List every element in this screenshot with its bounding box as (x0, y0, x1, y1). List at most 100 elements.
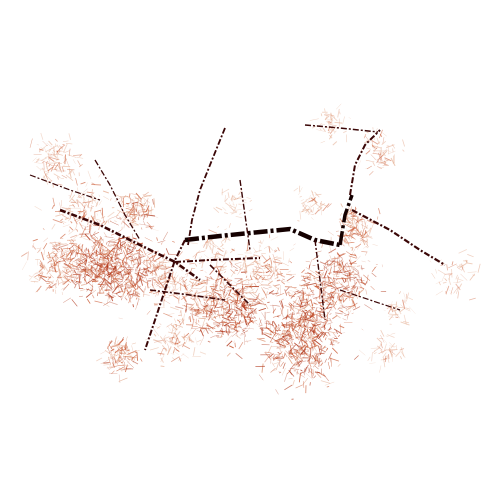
network-segment (59, 233, 66, 239)
network-segment (258, 241, 261, 244)
network-segment (67, 269, 69, 273)
network-segment (135, 263, 141, 269)
network-segment (247, 281, 250, 286)
network-segment (111, 247, 116, 250)
network-segment (313, 276, 320, 279)
network-segment (137, 298, 141, 301)
network-segment (116, 245, 124, 251)
network-segment (380, 329, 385, 337)
network-segment (231, 330, 236, 334)
network-segment (128, 209, 134, 217)
network-segment (146, 197, 149, 208)
network-segment (48, 163, 51, 167)
network-segment (90, 223, 93, 228)
network-segment (251, 271, 254, 274)
network-segment (109, 215, 119, 219)
network-segment (135, 302, 139, 310)
network-segment (84, 257, 88, 264)
network-segment (390, 332, 396, 335)
network-segment (192, 298, 199, 307)
network-segment (291, 341, 293, 345)
network-segment (355, 281, 358, 285)
network-segment (272, 314, 281, 318)
network-segment (75, 246, 78, 251)
network-segment (395, 301, 397, 309)
network-segment (33, 276, 40, 281)
network-segment (289, 363, 295, 371)
network-segment (330, 120, 333, 124)
network-segment (154, 266, 156, 276)
network-segment (237, 253, 244, 256)
network-segment (100, 285, 106, 291)
network-segment (270, 236, 279, 241)
network-segment (110, 285, 115, 290)
network-segment (71, 169, 76, 176)
network-segment (301, 330, 308, 335)
network-segment (131, 206, 135, 209)
network-segment (429, 260, 432, 263)
network-segment (234, 269, 239, 272)
network-segment (213, 304, 216, 310)
network-segment (104, 266, 109, 268)
network-segment (39, 168, 42, 171)
network-segment (125, 261, 129, 264)
network-segment (87, 250, 91, 258)
network-segment (49, 145, 57, 151)
network-segment (73, 261, 80, 264)
network-segment (195, 337, 198, 346)
network-segment (234, 342, 236, 348)
network-segment (102, 271, 104, 275)
network-segment (55, 261, 59, 264)
network-segment (247, 278, 254, 281)
network-segment (64, 273, 66, 278)
network-segment (277, 263, 281, 266)
network-segment (311, 191, 314, 196)
network-segment (261, 312, 266, 319)
network-segment (116, 251, 119, 257)
network-segment (277, 247, 280, 252)
network-segment (66, 246, 69, 252)
network-segment (58, 271, 62, 276)
network-segment (107, 256, 110, 260)
network-segment (159, 323, 162, 326)
network-segment (87, 264, 97, 269)
network-segment (336, 103, 342, 110)
main-route-line (187, 127, 226, 246)
network-segment (172, 282, 175, 284)
network-segment (66, 249, 73, 257)
network-segment (337, 334, 340, 337)
network-segment (164, 264, 166, 268)
network-segment (140, 196, 143, 203)
network-segment (121, 247, 123, 252)
network-segment (86, 298, 91, 304)
network-segment (118, 295, 123, 298)
network-segment (103, 247, 106, 254)
network-segment (365, 289, 368, 295)
network-segment (182, 353, 189, 359)
network-segment (163, 334, 166, 339)
network-segment (75, 252, 84, 255)
network-segment (135, 297, 138, 300)
network-segment (68, 133, 72, 141)
network-segment (140, 358, 143, 362)
network-segment (38, 247, 42, 252)
network-segment (137, 261, 139, 266)
network-segment (106, 261, 110, 269)
network-segment (137, 210, 140, 217)
network-segment (91, 259, 97, 262)
network-segment (378, 208, 381, 215)
network-segment (79, 250, 83, 261)
network-segment (228, 223, 231, 228)
network-segment (275, 389, 279, 395)
network-segment (115, 245, 119, 255)
network-segment (146, 254, 153, 263)
network-segment (71, 238, 75, 243)
network-segment (84, 263, 92, 272)
network-segment (54, 282, 58, 290)
network-segment (55, 159, 60, 161)
network-segment (47, 275, 52, 281)
network-segment (170, 353, 175, 355)
network-segment (246, 291, 256, 294)
network-segment (373, 147, 378, 151)
network-segment (62, 140, 69, 142)
